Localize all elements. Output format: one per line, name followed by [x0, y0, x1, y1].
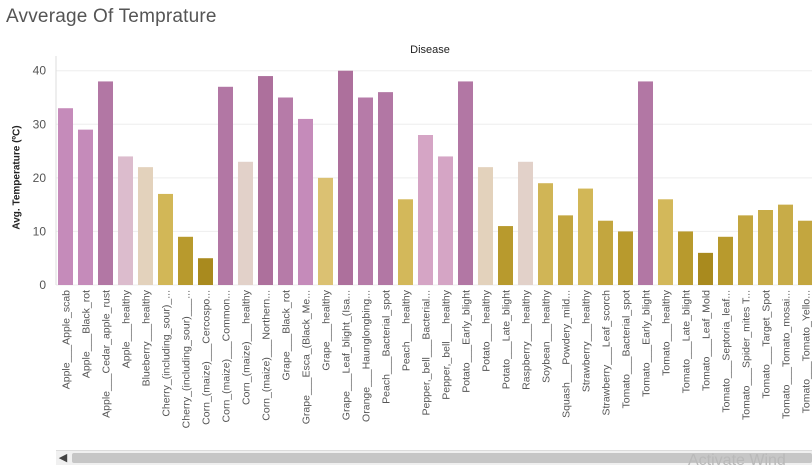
y-tick-label: 10 — [33, 224, 47, 238]
bar[interactable] — [438, 156, 453, 285]
bar[interactable] — [798, 220, 812, 285]
x-tick-label: Orange___Haunglongbing... — [361, 290, 373, 422]
x-tick-label: Grape___healthy — [321, 289, 333, 370]
x-tick-label: Pepper,_bell___healthy — [441, 289, 453, 400]
page-title: Avverage Of Temprature — [6, 6, 217, 27]
x-tick-label: Corn_(maize)___Northern... — [261, 290, 273, 421]
bar[interactable] — [678, 231, 693, 285]
x-tick-label: Tomato___Spider_mites T... — [741, 290, 753, 420]
scroll-thumb[interactable] — [72, 453, 812, 463]
x-tick-label: Tomato___Septoria_leaf... — [721, 290, 733, 413]
x-tick-label: Strawberry___Leaf_scorch — [601, 290, 613, 416]
bar[interactable] — [398, 199, 413, 285]
x-tick-label: Strawberry___healthy — [581, 289, 593, 392]
bar[interactable] — [378, 92, 393, 286]
horizontal-scrollbar[interactable]: ◀ — [56, 450, 812, 465]
bar[interactable] — [258, 76, 273, 285]
x-tick-label: Potato___Late_blight — [501, 290, 513, 389]
bar[interactable] — [338, 70, 353, 285]
bar[interactable] — [298, 118, 313, 285]
bar[interactable] — [78, 129, 93, 285]
bar[interactable] — [358, 97, 373, 286]
bar[interactable] — [158, 193, 173, 285]
x-tick-label: Peach___healthy — [401, 289, 413, 371]
bar[interactable] — [658, 199, 673, 285]
scroll-left-icon[interactable]: ◀ — [58, 452, 68, 464]
bar[interactable] — [118, 156, 133, 285]
x-tick-label: Apple___healthy — [121, 289, 133, 368]
bar[interactable] — [778, 204, 793, 285]
x-tick-label: Corn_(maize)___Common... — [221, 290, 233, 422]
x-tick-label: Apple___Cedar_apple_rust — [101, 290, 113, 418]
x-tick-label: Soybean___healthy — [541, 289, 553, 383]
y-tick-label: 30 — [33, 117, 47, 131]
bar[interactable] — [638, 81, 653, 285]
y-tick-label: 0 — [39, 278, 46, 292]
bar[interactable] — [238, 161, 253, 285]
x-tick-label: Potato___Early_blight — [461, 290, 473, 393]
y-tick-label: 40 — [33, 64, 47, 78]
x-tick-label: Cherry_(including_sour)___... — [181, 290, 193, 428]
bar[interactable] — [458, 81, 473, 285]
x-tick-label: Grape___Leaf_blight_(Isa... — [341, 290, 353, 420]
x-tick-label: Corn_(maize)___Cercospo... — [201, 290, 213, 425]
bar[interactable] — [198, 258, 213, 285]
x-tick-label: Grape___Black_rot — [281, 290, 293, 381]
x-tick-label: Tomato___healthy — [661, 289, 673, 376]
bar[interactable] — [538, 183, 553, 285]
x-tick-label: Tomato___Tomato_mosai... — [781, 290, 793, 419]
x-tick-label: Apple___Black_rot — [81, 290, 93, 378]
bar[interactable] — [218, 86, 233, 286]
x-tick-label: Apple___Apple_scab — [61, 290, 73, 389]
bar[interactable] — [478, 167, 493, 285]
x-tick-label: Squash___Powdery_mild... — [561, 290, 573, 418]
x-tick-label: Tomato___Bacterial_spot — [621, 290, 633, 409]
bar[interactable] — [318, 177, 333, 285]
bar[interactable] — [558, 215, 573, 285]
chart-header: Disease — [410, 44, 450, 56]
bar[interactable] — [518, 161, 533, 285]
x-tick-label: Tomato___Target_Spot — [761, 290, 773, 399]
x-tick-label: Peach___Bacterial_spot — [381, 290, 393, 404]
bar[interactable] — [98, 81, 113, 285]
bar[interactable] — [58, 108, 73, 285]
x-tick-label: Tomato___Late_blight — [681, 290, 693, 393]
x-tick-label: Tomato___Tomato_Yello... — [801, 290, 812, 413]
bar[interactable] — [758, 210, 773, 285]
bar[interactable] — [498, 226, 513, 285]
bar-chart[interactable]: 0 10 20 30 40 Apple___Apple_scab Apple___Black… — [0, 0, 812, 450]
bar[interactable] — [178, 236, 193, 285]
x-tick-label: Tomato___Early_blight — [641, 290, 653, 397]
x-tick-label: Pepper,_bell___Bacterial... — [421, 290, 433, 416]
bar[interactable] — [598, 220, 613, 285]
y-tick-label: 20 — [33, 171, 47, 185]
x-tick-label: Blueberry___healthy — [141, 289, 153, 386]
bar[interactable] — [278, 97, 293, 286]
activation-watermark: Activate Wind — [688, 452, 786, 469]
x-tick-label: Cherry_(including_sour)_... — [161, 290, 173, 417]
bar[interactable] — [138, 167, 153, 285]
bar[interactable] — [718, 236, 733, 285]
bar[interactable] — [698, 252, 713, 285]
bar[interactable] — [618, 231, 633, 285]
x-tick-label: Potato___healthy — [481, 289, 493, 371]
x-tick-label: Tomato___Leaf_Mold — [701, 290, 713, 391]
bar[interactable] — [578, 188, 593, 285]
bar[interactable] — [418, 135, 433, 285]
x-tick-label: Corn_(maize)___healthy — [241, 289, 253, 405]
bar[interactable] — [738, 215, 753, 285]
x-tick-label: Grape___Esca_(Black_Me... — [301, 290, 313, 424]
x-tick-label: Raspberry___healthy — [521, 289, 533, 390]
